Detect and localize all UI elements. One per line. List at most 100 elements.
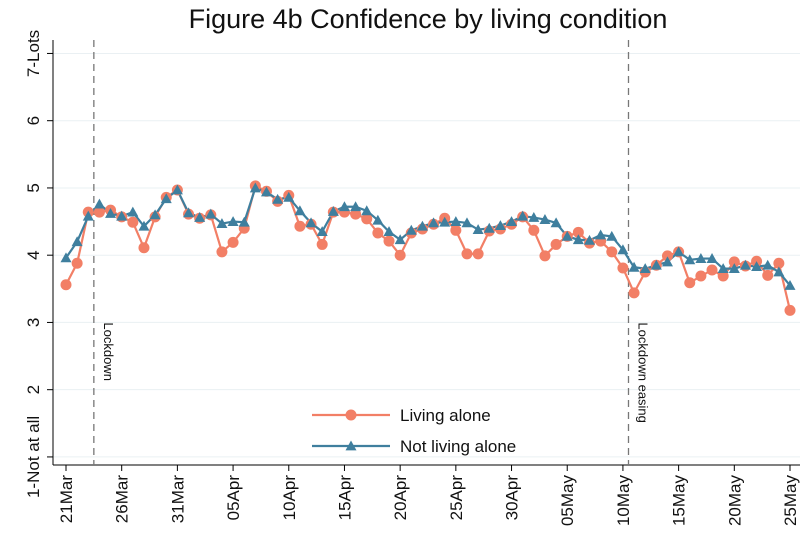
point [606, 230, 618, 241]
legend-label: Living alone [400, 406, 491, 425]
x-tick-label: 30Apr [503, 475, 522, 521]
point [71, 257, 83, 269]
point [762, 259, 774, 270]
point [528, 212, 540, 222]
point [138, 242, 150, 254]
point [394, 234, 406, 245]
point [773, 266, 785, 277]
point [595, 229, 607, 240]
point [628, 261, 640, 272]
point [127, 216, 139, 228]
point [717, 263, 729, 274]
point [628, 287, 640, 299]
point [706, 253, 718, 263]
point [428, 217, 440, 228]
x-tick-label: 21Mar [57, 475, 76, 524]
point [383, 235, 395, 247]
point [673, 246, 685, 257]
point [762, 269, 774, 281]
point [539, 250, 551, 262]
point [372, 227, 384, 239]
point [238, 216, 250, 227]
point [450, 224, 462, 236]
point [216, 218, 228, 228]
x-tick-label: 31Mar [168, 475, 187, 524]
point [572, 226, 584, 238]
point [327, 205, 339, 216]
point [706, 264, 718, 276]
point [494, 220, 506, 231]
point [695, 270, 707, 282]
point [506, 216, 518, 226]
point [661, 256, 673, 267]
x-tick-label: 15Apr [335, 475, 354, 521]
point [60, 279, 72, 291]
point [272, 193, 284, 204]
point [171, 184, 183, 195]
point [60, 252, 72, 263]
point [617, 244, 629, 255]
point [316, 238, 328, 250]
point [383, 226, 395, 237]
point [450, 216, 462, 226]
point [751, 261, 763, 272]
y-tick-label: 5 [24, 183, 43, 192]
point [739, 259, 751, 270]
x-tick-label: 15May [670, 475, 689, 527]
point [227, 216, 239, 226]
point [517, 210, 529, 221]
x-tick-label: 25May [781, 475, 800, 527]
point [461, 248, 473, 260]
point [316, 226, 328, 237]
point [294, 205, 306, 216]
point [606, 246, 618, 258]
point [561, 230, 573, 241]
point [472, 248, 484, 260]
point [661, 250, 673, 262]
point [639, 263, 651, 274]
y-tick-label: 4 [24, 250, 43, 259]
annotation: Lockdown easing [635, 322, 650, 422]
point [550, 217, 562, 228]
point [372, 214, 384, 225]
x-tick-label: 05Apr [224, 475, 243, 521]
point [539, 214, 551, 224]
legend-marker [345, 409, 357, 421]
point [249, 182, 261, 193]
point [784, 304, 796, 316]
point [138, 220, 150, 231]
x-tick-label: 20Apr [391, 475, 410, 521]
point [784, 279, 796, 290]
point [350, 208, 362, 220]
point [773, 257, 785, 269]
point [338, 201, 350, 212]
y-tick-label: 3 [24, 318, 43, 327]
point [361, 205, 373, 216]
point [160, 193, 172, 204]
point [684, 277, 696, 289]
point [350, 201, 362, 212]
point [105, 207, 117, 218]
x-tick-label: 25Apr [447, 475, 466, 521]
point [183, 207, 195, 218]
point [93, 198, 105, 209]
point [416, 220, 428, 231]
y-tick-label: 6 [24, 116, 43, 125]
point [684, 254, 696, 265]
point [472, 224, 484, 235]
point [127, 206, 139, 217]
point [728, 256, 740, 268]
point [394, 249, 406, 261]
point [149, 209, 161, 220]
y-tick-label: 1-Not at all [24, 416, 43, 498]
legend-marker [345, 440, 357, 451]
point [283, 191, 295, 202]
point [227, 236, 239, 248]
point [550, 238, 562, 250]
y-tick-label: 7-Lots [24, 30, 43, 77]
point [405, 224, 417, 235]
point [695, 253, 707, 263]
x-tick-label: 10Apr [280, 475, 299, 521]
point [728, 263, 740, 274]
